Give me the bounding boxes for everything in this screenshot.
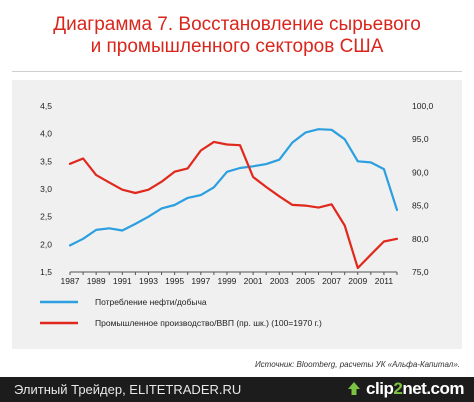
- y-left-tick-label: 3,5: [40, 156, 52, 166]
- series-line-industry: [68, 140, 399, 270]
- y-right-tick-label: 85,0: [412, 201, 429, 211]
- chart-area: 4,5 4,0 3,5 3,0 2,5 2,0 1,5 100,0 95,0 90,0 85,0 80…: [40, 101, 434, 328]
- axes-group: [69, 271, 398, 275]
- x-tick-label: 2001: [244, 276, 263, 286]
- legend-label-oil: Потребление нефти/добыча: [95, 297, 207, 307]
- y-right-tick-label: 95,0: [412, 134, 429, 144]
- clip2net-wordmark: clip2net.com: [366, 379, 464, 398]
- legend-group: Потребление нефти/добыча Промышленное пр…: [40, 297, 322, 328]
- footer-site-label[interactable]: Элитный Трейдер, ELITETRADER.RU: [14, 382, 242, 397]
- x-tick-label: 2009: [348, 276, 367, 286]
- y-left-tick-label: 2,0: [40, 239, 52, 249]
- title-divider: [12, 71, 462, 72]
- x-tick-label: 1989: [87, 276, 106, 286]
- x-tick-label: 1995: [165, 276, 184, 286]
- x-tick-label: 1987: [61, 276, 80, 286]
- x-tick-label: 2003: [270, 276, 289, 286]
- chart-panel: [12, 80, 462, 349]
- x-tick-label: 1999: [217, 276, 236, 286]
- clip2net-logo[interactable]: clip2net.com: [346, 379, 464, 399]
- footer-bar: Элитный Трейдер, ELITETRADER.RU clip2net…: [0, 377, 474, 402]
- title-line-1: Диаграмма 7. Восстановление сырьевого: [53, 14, 421, 35]
- title-line-2: и промышленного секторов США: [90, 36, 384, 57]
- y-left-tick-label: 2,5: [40, 212, 52, 222]
- chart-title: Диаграмма 7. Восстановление сырьевого и …: [0, 14, 474, 58]
- x-tick-label: 1997: [191, 276, 210, 286]
- y-right-tick-label: 75,0: [412, 267, 429, 277]
- y-right-tick-label: 100,0: [412, 101, 434, 111]
- y-left-tick-label: 4,5: [40, 101, 52, 111]
- upload-arrow-icon: [348, 382, 361, 395]
- x-tick-label: 1991: [113, 276, 132, 286]
- source-note: Источник: Bloomberg, расчеты УК «Альфа-К…: [254, 360, 460, 369]
- x-tick-label: 2007: [322, 276, 341, 286]
- x-tick-label: 1993: [139, 276, 158, 286]
- series-line-oil: [68, 128, 399, 247]
- y-right-tick-label: 80,0: [412, 234, 429, 244]
- y-left-tick-label: 1,5: [40, 267, 52, 277]
- y-left-tick-label: 4,0: [40, 129, 52, 139]
- series-lines-group: [68, 128, 399, 270]
- y-left-tick-label: 3,0: [40, 184, 52, 194]
- x-tick-label: 2005: [296, 276, 315, 286]
- tick-labels-group: 4,5 4,0 3,5 3,0 2,5 2,0 1,5 100,0 95,0 90,0 85,0 80…: [40, 101, 433, 286]
- x-tick-label: 2011: [375, 276, 394, 286]
- legend-label-industry: Промышленное производство/ВВП (пр. шк.) …: [95, 318, 322, 328]
- y-right-tick-label: 90,0: [412, 167, 429, 177]
